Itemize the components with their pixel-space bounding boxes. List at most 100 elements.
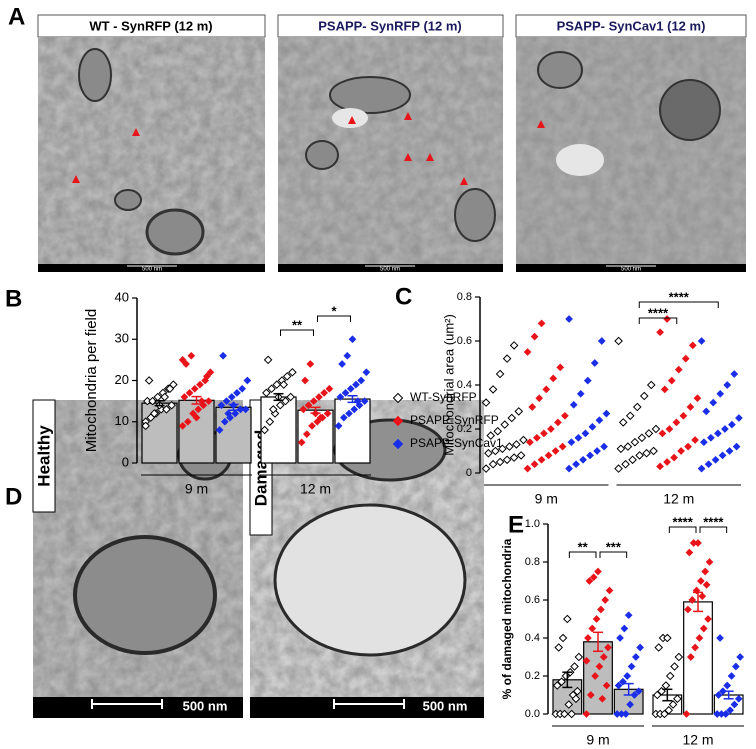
data-point bbox=[591, 672, 600, 680]
data-point bbox=[704, 615, 713, 623]
scale-label: 500 nm bbox=[380, 267, 400, 273]
data-point bbox=[224, 409, 233, 418]
image-title: PSAPP- SynCav1 (12 m) bbox=[557, 18, 706, 33]
data-point bbox=[243, 376, 252, 385]
data-point bbox=[196, 380, 204, 389]
data-point bbox=[620, 624, 629, 633]
data-point bbox=[585, 577, 594, 585]
error-bar bbox=[593, 631, 603, 653]
data-point bbox=[233, 388, 241, 397]
data-point bbox=[308, 421, 316, 430]
scale-label: 500 nm bbox=[621, 267, 641, 273]
data-point bbox=[486, 431, 496, 440]
data-point bbox=[674, 365, 683, 374]
data-point bbox=[190, 384, 199, 393]
data-point bbox=[586, 691, 595, 699]
data-point bbox=[605, 586, 614, 595]
scale-label: 500 nm bbox=[142, 267, 162, 273]
data-point bbox=[682, 710, 691, 718]
significance-bracket bbox=[280, 329, 314, 336]
data-point bbox=[598, 694, 607, 703]
data-point bbox=[525, 438, 534, 447]
data-point bbox=[272, 380, 282, 389]
data-point bbox=[721, 710, 730, 718]
significance-label: **** bbox=[669, 289, 690, 304]
data-point bbox=[362, 368, 371, 377]
data-point bbox=[507, 413, 517, 423]
y-axis-label: Mitochondrial area (um²) bbox=[441, 314, 456, 456]
data-point bbox=[579, 455, 588, 464]
data-point bbox=[699, 438, 708, 447]
data-point bbox=[565, 315, 574, 323]
error-bar bbox=[662, 688, 673, 702]
data-point bbox=[301, 376, 310, 385]
em-image: PSAPP- SynCav1 (12 m) 500 nm bbox=[515, 14, 747, 273]
y-axis-label: Mitochondria per field bbox=[83, 309, 100, 452]
data-point bbox=[220, 417, 229, 426]
data-point bbox=[727, 420, 736, 429]
data-point bbox=[604, 643, 613, 652]
panel-letter: E bbox=[508, 511, 524, 538]
data-point bbox=[571, 694, 581, 704]
data-point bbox=[260, 425, 269, 435]
data-point bbox=[730, 370, 739, 378]
data-point bbox=[631, 653, 640, 661]
image-label: Healthy bbox=[34, 425, 53, 487]
data-point bbox=[734, 414, 743, 422]
significance-bracket bbox=[638, 317, 678, 324]
x-tick-label: 12 m bbox=[682, 732, 713, 748]
data-point bbox=[263, 355, 273, 365]
error-bar bbox=[562, 671, 573, 689]
data-point bbox=[238, 384, 247, 393]
data-point bbox=[551, 447, 560, 455]
bar bbox=[583, 641, 613, 715]
data-point bbox=[628, 455, 637, 465]
data-point bbox=[630, 691, 639, 699]
data-point bbox=[528, 403, 537, 411]
scale-label: 500 nm bbox=[423, 698, 468, 713]
data-point bbox=[180, 393, 189, 401]
data-point bbox=[627, 662, 636, 671]
data-point bbox=[194, 405, 203, 414]
y-tick-label: 0.8 bbox=[525, 556, 540, 568]
y-tick-label: 0.8 bbox=[457, 291, 472, 303]
data-point bbox=[652, 690, 662, 700]
data-point bbox=[718, 687, 727, 696]
data-point bbox=[350, 405, 359, 414]
data-point bbox=[286, 392, 295, 402]
data-point bbox=[734, 694, 743, 703]
data-point bbox=[320, 388, 329, 397]
data-point bbox=[565, 464, 574, 473]
data-point bbox=[236, 405, 245, 414]
data-point bbox=[297, 438, 306, 447]
data-point bbox=[183, 417, 192, 426]
y-tick-label: 0.2 bbox=[525, 670, 540, 682]
data-point bbox=[618, 418, 628, 427]
data-point bbox=[227, 393, 236, 401]
data-point bbox=[705, 558, 714, 566]
data-point bbox=[554, 643, 564, 652]
data-point bbox=[614, 336, 623, 346]
data-point bbox=[658, 429, 667, 438]
data-point bbox=[602, 681, 611, 690]
data-point bbox=[189, 409, 197, 418]
data-point bbox=[644, 429, 654, 438]
error-bar bbox=[228, 403, 239, 411]
data-point bbox=[341, 388, 350, 397]
data-point bbox=[268, 405, 278, 414]
y-tick-label: 0.6 bbox=[457, 335, 472, 347]
data-point bbox=[535, 394, 544, 403]
data-point bbox=[493, 426, 503, 436]
x-tick-label: 9 m bbox=[586, 732, 609, 748]
data-point bbox=[602, 409, 611, 418]
data-point bbox=[594, 567, 602, 576]
y-tick-label: 0.0 bbox=[525, 708, 540, 720]
data-point bbox=[713, 429, 722, 438]
data-point bbox=[723, 381, 732, 389]
data-point bbox=[323, 409, 332, 418]
data-point bbox=[590, 359, 599, 367]
data-point bbox=[500, 420, 510, 429]
legend-marker bbox=[392, 415, 404, 427]
image-title: WT - SynRFP (12 m) bbox=[89, 18, 212, 33]
data-point bbox=[691, 643, 700, 652]
